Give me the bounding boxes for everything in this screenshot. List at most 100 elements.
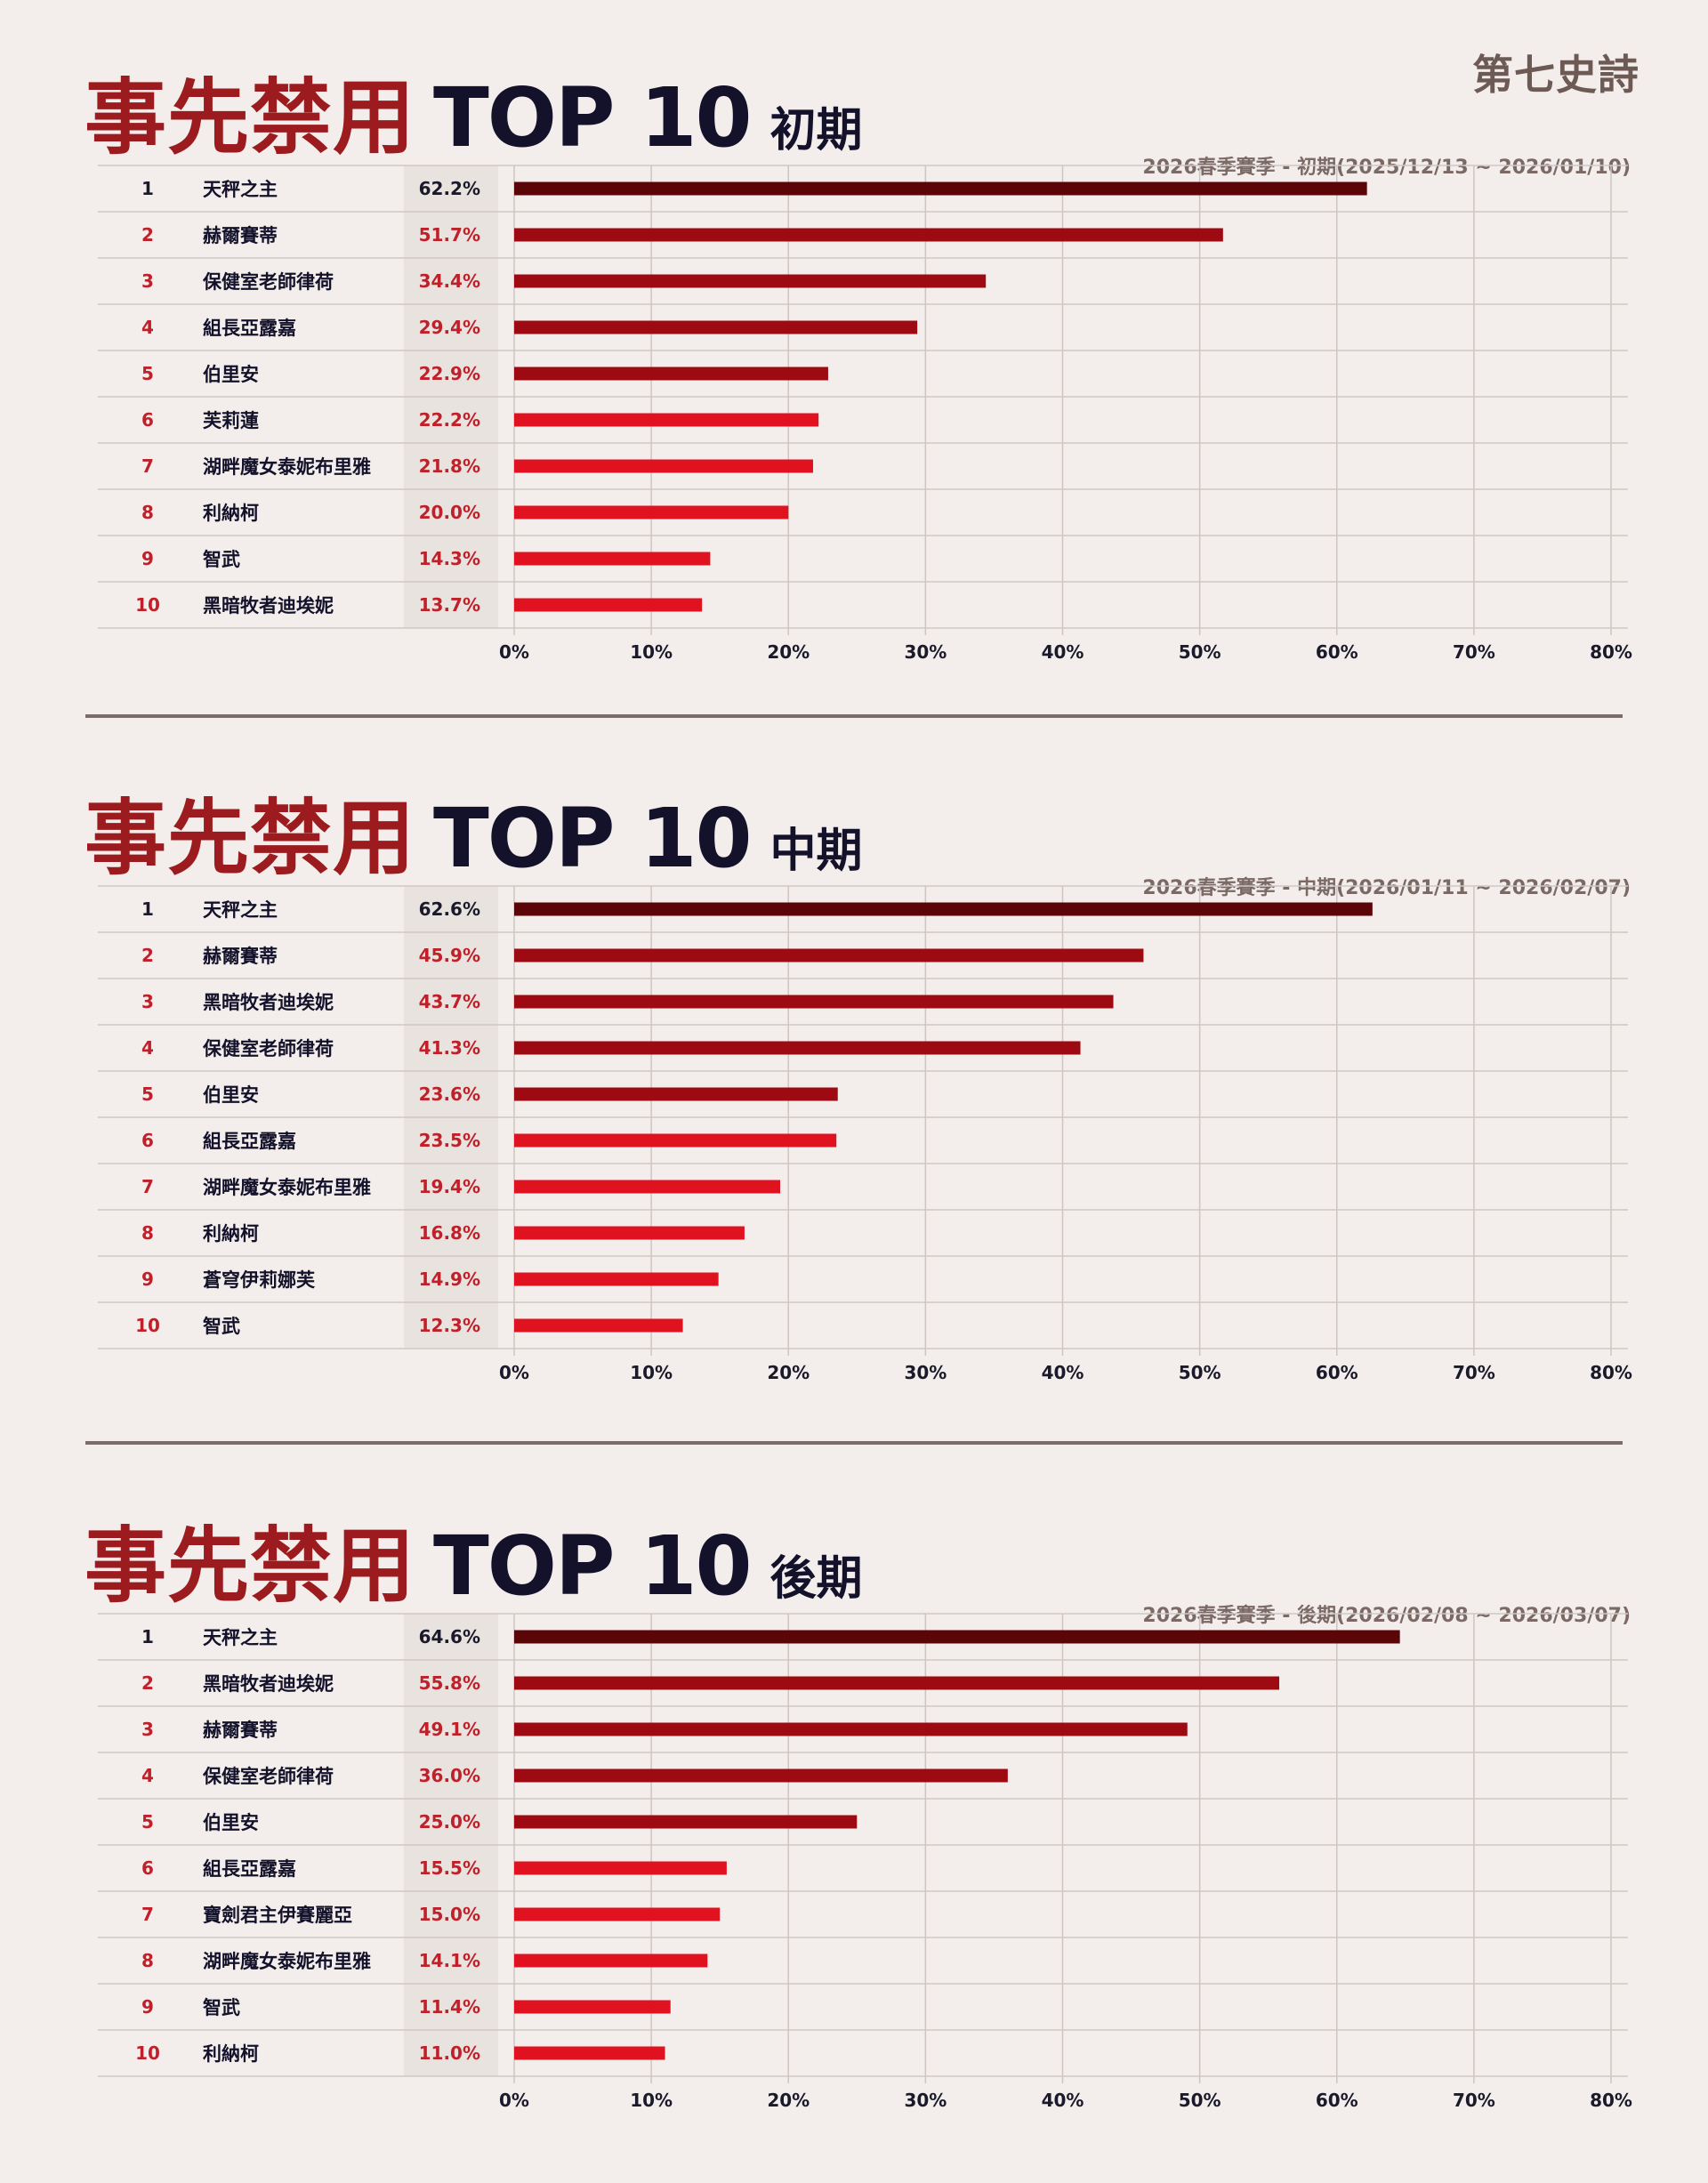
value-label: 23.5% (419, 1130, 480, 1151)
bar (514, 1226, 745, 1240)
bar (514, 505, 789, 520)
value-label: 11.0% (419, 2042, 480, 2064)
hero-name: 黑暗牧者迪埃妮 (203, 1673, 334, 1695)
bar (514, 1087, 838, 1101)
hero-name: 湖畔魔女泰妮布里雅 (203, 456, 371, 478)
rank-label: 4 (141, 1037, 154, 1059)
rank-label: 1 (141, 178, 154, 199)
x-tick-label: 30% (904, 2090, 947, 2111)
hero-name: 保健室老師律荷 (202, 1038, 334, 1059)
x-tick-label: 40% (1042, 641, 1084, 663)
x-tick-label: 0% (499, 641, 529, 663)
section-title: 事先禁用 TOP 10 中期 (85, 772, 862, 890)
value-label: 25.0% (419, 1811, 480, 1833)
bar-chart-late: 0% 10% 20% 30% 40% 50% 60% 70% 80% 1 天秤之主 64.6% 2 黑暗牧… (98, 1613, 1632, 2111)
rank-label: 1 (141, 1626, 154, 1647)
value-label: 49.1% (419, 1719, 480, 1740)
rank-label: 3 (141, 270, 154, 292)
hero-name: 赫爾賽蒂 (203, 946, 278, 967)
hero-name: 伯里安 (203, 1812, 259, 1833)
rank-label: 8 (141, 1222, 154, 1244)
rank-label: 10 (135, 1315, 160, 1336)
value-label: 36.0% (419, 1765, 480, 1786)
hero-name: 寶劍君主伊賽麗亞 (203, 1905, 352, 1926)
value-label: 21.8% (419, 455, 480, 477)
x-tick-label: 0% (499, 2090, 529, 2111)
value-label: 11.4% (419, 1996, 480, 2018)
x-tick-label: 50% (1179, 1362, 1221, 1383)
title-main: 事先禁用 (85, 70, 416, 165)
bar (514, 413, 819, 427)
bar (514, 459, 813, 473)
value-label: 14.1% (419, 1950, 480, 1971)
bar (514, 1768, 1008, 1783)
x-tick-label: 80% (1590, 641, 1632, 663)
hero-name: 利納柯 (203, 503, 259, 524)
x-tick-label: 20% (767, 2090, 810, 2111)
bar (514, 1272, 719, 1286)
x-tick-label: 40% (1042, 1362, 1084, 1383)
value-label: 22.9% (419, 363, 480, 384)
value-label: 14.9% (419, 1269, 480, 1290)
rank-label: 3 (141, 991, 154, 1012)
hero-name: 芙莉蓮 (203, 410, 259, 431)
section-divider (85, 714, 1623, 718)
x-tick-label: 0% (499, 1362, 529, 1383)
title-phase: 中期 (769, 825, 863, 878)
bar (514, 320, 918, 334)
bar (514, 1180, 781, 1194)
hero-name: 天秤之主 (203, 1627, 278, 1648)
rank-label: 1 (141, 898, 154, 920)
hero-name: 天秤之主 (203, 899, 278, 921)
section-subtitle: 2026春季賽季 - 初期(2025/12/13 ~ 2026/01/10) (1142, 157, 1631, 179)
value-label: 19.4% (419, 1176, 480, 1197)
bar (514, 1676, 1280, 1690)
rank-label: 4 (141, 1765, 154, 1786)
hero-name: 保健室老師律荷 (202, 271, 334, 293)
x-tick-label: 60% (1316, 641, 1358, 663)
x-tick-label: 10% (630, 2090, 673, 2111)
value-label: 23.6% (419, 1083, 480, 1105)
hero-name: 黑暗牧者迪埃妮 (203, 595, 334, 616)
x-tick-label: 50% (1179, 2090, 1221, 2111)
title-top10: TOP 10 (433, 70, 752, 165)
value-label: 15.5% (419, 1857, 480, 1879)
value-label: 13.7% (419, 594, 480, 616)
bar-chart-mid: 0% 10% 20% 30% 40% 50% 60% 70% 80% 1 天秤之主 62.6% 2 赫爾賽… (98, 885, 1632, 1383)
bar (514, 367, 828, 381)
x-tick-label: 80% (1590, 1362, 1632, 1383)
x-tick-label: 80% (1590, 2090, 1632, 2111)
value-label: 20.0% (419, 502, 480, 523)
bar (514, 274, 987, 288)
rank-label: 7 (141, 1176, 154, 1197)
chart-section-late: 事先禁用 TOP 10 後期 2026春季賽季 - 後期(2026/02/08 ~ … (0, 1475, 1708, 2169)
value-label: 45.9% (419, 945, 480, 966)
rank-label: 8 (141, 502, 154, 523)
rank-label: 9 (141, 1269, 154, 1290)
value-label: 29.4% (419, 317, 480, 338)
bar (514, 598, 703, 612)
title-phase: 初期 (769, 104, 863, 157)
rank-label: 5 (141, 1083, 154, 1105)
bar (514, 1953, 708, 1968)
bar (514, 1133, 837, 1148)
section-title: 事先禁用 TOP 10 後期 (85, 1500, 862, 1618)
x-tick-label: 60% (1316, 1362, 1358, 1383)
hero-name: 保健室老師律荷 (202, 1766, 334, 1787)
rank-label: 10 (135, 2042, 160, 2064)
section-subtitle: 2026春季賽季 - 後期(2026/02/08 ~ 2026/03/07) (1142, 1605, 1631, 1627)
hero-name: 伯里安 (203, 364, 259, 385)
value-label: 14.3% (419, 548, 480, 569)
bar (514, 228, 1223, 242)
value-label: 55.8% (419, 1672, 480, 1694)
value-label: 16.8% (419, 1222, 480, 1244)
hero-name: 組長亞露嘉 (203, 1858, 296, 1880)
value-label: 51.7% (419, 224, 480, 246)
bar-chart-early: 0% 10% 20% 30% 40% 50% 60% 70% 80% 1 天秤之主 62.2% 2 赫爾賽… (98, 165, 1632, 663)
x-tick-label: 70% (1453, 641, 1495, 663)
rank-label: 6 (141, 409, 154, 431)
value-label: 62.2% (419, 178, 480, 199)
value-label: 15.0% (419, 1904, 480, 1925)
bar (514, 1815, 858, 1829)
rank-label: 2 (141, 224, 154, 246)
